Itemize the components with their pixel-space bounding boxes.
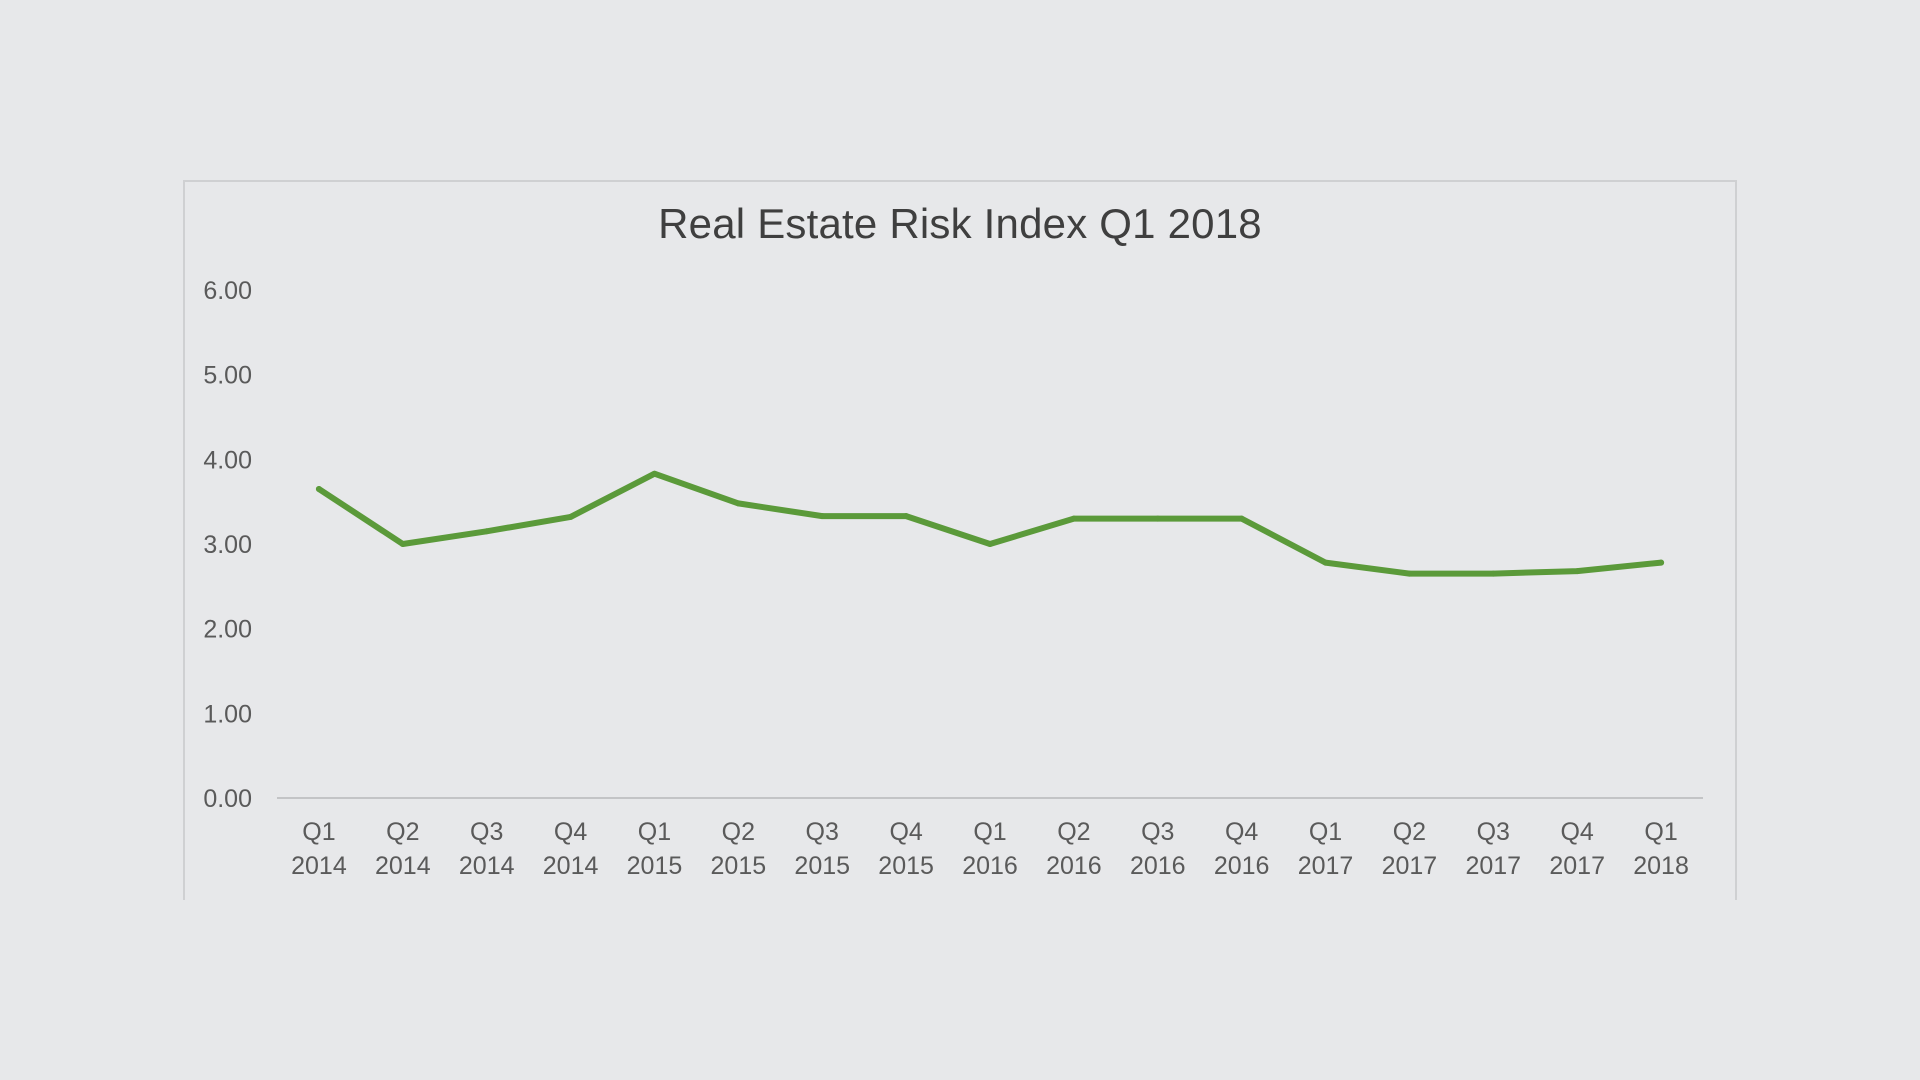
x-tick-label: 2016	[1130, 852, 1186, 880]
y-tick-label: 6.00	[203, 277, 252, 305]
x-tick-label: 2016	[1046, 852, 1102, 880]
chart-title: Real Estate Risk Index Q1 2018	[658, 200, 1262, 247]
chart-frame	[183, 180, 1737, 900]
y-tick-label: 2.00	[203, 616, 252, 644]
y-tick-label: 5.00	[203, 362, 252, 390]
x-tick-label: 2015	[627, 852, 683, 880]
series-group	[315, 470, 1665, 577]
data-point	[567, 513, 574, 520]
x-tick-label: Q3	[1141, 818, 1174, 846]
x-axis-ticks: Q1 2014 Q2 2014 Q3 2014 Q4 2014 Q1 2015 Q2 2015 Q3 20…	[291, 818, 1689, 880]
x-tick-label: 2017	[1298, 852, 1354, 880]
x-tick-label: Q4	[1225, 818, 1258, 846]
data-point	[1406, 570, 1413, 577]
data-point	[1238, 515, 1245, 522]
data-point	[903, 513, 910, 520]
x-tick-label: 2015	[794, 852, 850, 880]
data-point	[1574, 568, 1581, 575]
y-tick-label: 3.00	[203, 531, 252, 559]
data-point	[315, 485, 322, 492]
x-tick-label: 2016	[1214, 852, 1270, 880]
data-point	[987, 541, 993, 547]
x-tick-label: Q4	[1560, 818, 1593, 846]
x-tick-label: Q4	[554, 818, 587, 846]
x-tick-label: 2014	[459, 852, 515, 880]
x-tick-label: Q2	[722, 818, 755, 846]
x-tick-label: Q2	[1057, 818, 1090, 846]
x-tick-label: Q3	[1477, 818, 1510, 846]
data-point	[819, 513, 826, 520]
x-tick-label: 2014	[543, 852, 599, 880]
data-point	[1322, 559, 1329, 566]
x-tick-label: Q4	[889, 818, 922, 846]
x-tick-label: Q1	[302, 818, 335, 846]
series-line	[315, 470, 1665, 577]
y-tick-label: 0.00	[203, 785, 252, 813]
x-tick-label: 2018	[1633, 852, 1689, 880]
x-tick-label: 2017	[1549, 852, 1605, 880]
x-tick-label: Q1	[638, 818, 671, 846]
x-tick-label: 2014	[291, 852, 347, 880]
x-tick-label: Q1	[1309, 818, 1342, 846]
data-point	[1658, 559, 1665, 566]
x-tick-label: 2017	[1382, 852, 1438, 880]
x-tick-label: 2015	[711, 852, 767, 880]
y-axis-ticks: 0.00 1.00 2.00 3.00 4.00 5.00 6.00	[203, 277, 252, 813]
x-tick-label: 2017	[1465, 852, 1521, 880]
data-point	[1490, 570, 1497, 577]
x-tick-label: Q3	[470, 818, 503, 846]
x-tick-label: Q2	[386, 818, 419, 846]
y-tick-label: 1.00	[203, 700, 252, 728]
y-tick-label: 4.00	[203, 446, 252, 474]
x-tick-label: Q1	[1644, 818, 1677, 846]
data-point	[483, 528, 490, 535]
x-tick-label: Q2	[1393, 818, 1426, 846]
x-tick-label: 2016	[962, 852, 1018, 880]
x-tick-label: Q1	[973, 818, 1006, 846]
data-point	[651, 470, 658, 477]
x-tick-label: 2015	[878, 852, 934, 880]
data-point	[1154, 515, 1161, 522]
data-point	[399, 541, 406, 547]
x-tick-label: 2014	[375, 852, 431, 880]
data-point	[735, 500, 742, 507]
x-tick-label: Q3	[806, 818, 839, 846]
data-point	[1070, 515, 1077, 522]
